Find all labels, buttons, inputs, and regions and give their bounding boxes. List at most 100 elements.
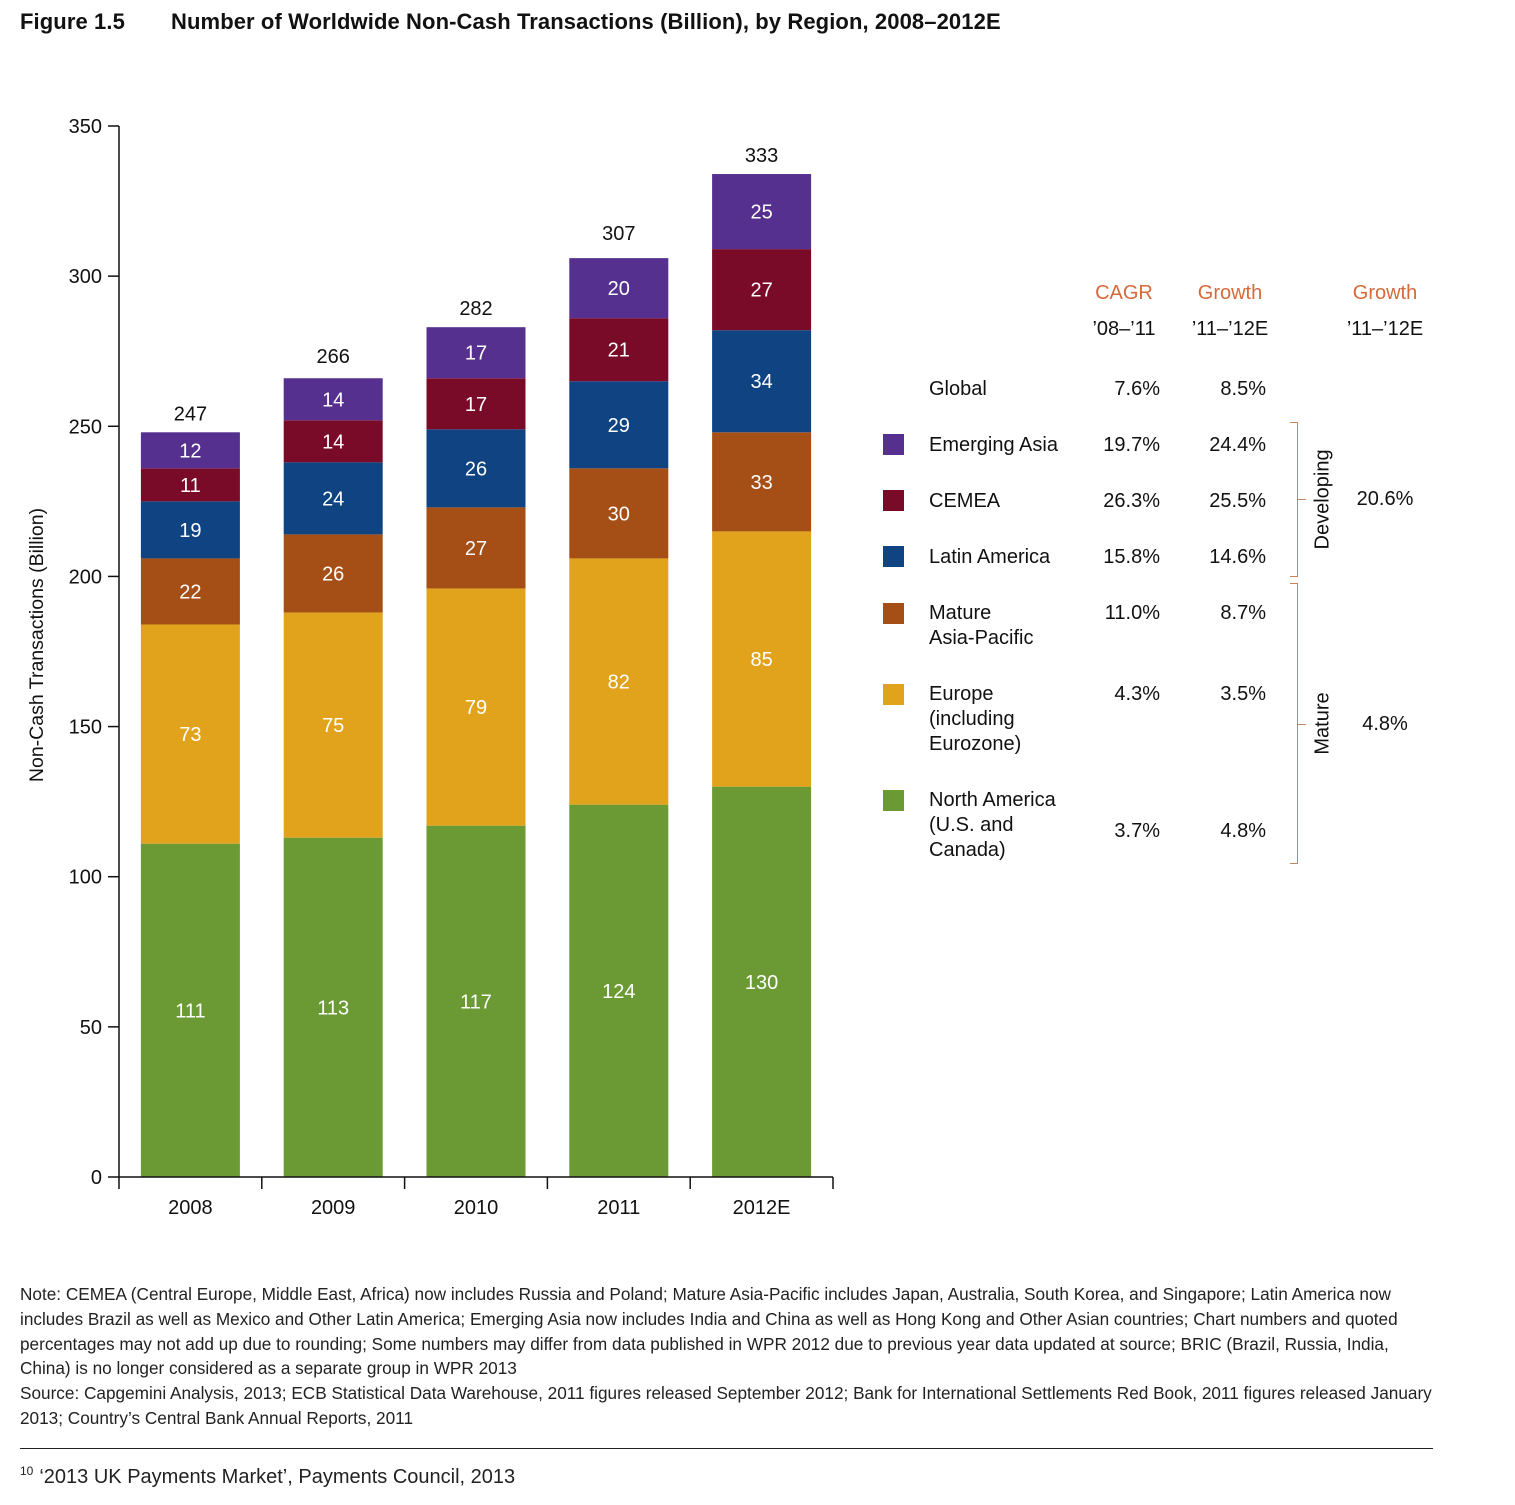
- segment-value-label: 26: [322, 563, 344, 585]
- developing-group-label: Developing: [1311, 449, 1334, 550]
- total-value-label: 333: [745, 145, 778, 167]
- bar-segment: [569, 558, 669, 805]
- group-growth-period: ’11–’12E: [1346, 318, 1424, 340]
- segment-value-label: 117: [460, 991, 492, 1013]
- segment-value-label: 22: [179, 581, 201, 603]
- cagr-value: 3.7%: [1114, 820, 1160, 842]
- cagr-value: 11.0%: [1104, 602, 1160, 624]
- y-axis-label: Non-Cash Transactions (Billion): [26, 508, 48, 782]
- total-value-label: 247: [174, 403, 207, 425]
- figure-title-text: Number of Worldwide Non-Cash Transaction…: [171, 9, 1001, 34]
- mature-bracket: [1290, 583, 1298, 864]
- bar-segment: [426, 378, 526, 430]
- mature-group-label: Mature: [1311, 692, 1334, 755]
- x-tick-label: 2008: [168, 1197, 213, 1219]
- source-text: Source: Capgemini Analysis, 2013; ECB St…: [20, 1383, 1432, 1428]
- segment-value-label: 11: [180, 475, 201, 497]
- bar-segment: [712, 330, 812, 433]
- bar-segment: [283, 420, 383, 463]
- footnote: 10 ‘2013 UK Payments Market’, Payments Co…: [20, 1464, 515, 1489]
- figure-title: Figure 1.5 Number of Worldwide Non-Cash T…: [20, 9, 1001, 35]
- legend-swatch: [883, 546, 904, 567]
- legend-label: CEMEA: [929, 490, 1001, 512]
- footnote-text: ‘2013 UK Payments Market’, Payments Coun…: [39, 1466, 516, 1488]
- axes-group: 2008 2009 2010 2011 2012E0501001502002503003…: [69, 116, 834, 1219]
- legend-swatch: [883, 490, 904, 511]
- legend-label: Latin America: [929, 546, 1051, 568]
- total-value-label: 266: [317, 346, 350, 368]
- legend-swatch: [883, 684, 904, 705]
- global-growth: 8.5%: [1220, 378, 1266, 400]
- segment-value-label: 124: [602, 981, 635, 1003]
- legend-swatch: [883, 603, 904, 624]
- total-value-label: 282: [459, 298, 492, 320]
- bar-segment: [140, 432, 240, 469]
- segment-value-label: 17: [465, 394, 487, 416]
- segment-value-label: 113: [317, 997, 349, 1019]
- global-cagr: 7.6%: [1114, 378, 1160, 400]
- segment-value-label: 130: [745, 972, 778, 994]
- bar-segment: [140, 624, 240, 844]
- global-label: Global: [929, 378, 987, 400]
- legend-swatch: [883, 790, 904, 811]
- legend-swatch: [883, 434, 904, 455]
- figure-number: Figure 1.5: [20, 9, 125, 34]
- cagr-value: 4.3%: [1114, 683, 1160, 705]
- y-tick-label: 50: [80, 1017, 102, 1039]
- growth-value: 14.6%: [1209, 546, 1266, 568]
- total-value-label: 307: [602, 223, 635, 245]
- bar-segment: [569, 468, 669, 559]
- cagr-value: 26.3%: [1103, 490, 1160, 512]
- bar-segment: [140, 501, 240, 559]
- developing-group-growth: 20.6%: [1356, 488, 1414, 510]
- cagr-header: CAGR: [1095, 282, 1153, 304]
- bar-segment: [426, 588, 526, 826]
- segment-value-label: 29: [608, 415, 630, 437]
- mature-group-growth: 4.8%: [1362, 713, 1408, 735]
- footnote-marker: 10: [20, 1464, 34, 1478]
- segment-value-label: 19: [179, 520, 201, 542]
- growth-period: ’11–’12E: [1191, 318, 1269, 340]
- bar-segment: [426, 429, 526, 508]
- segment-value-label: 14: [322, 389, 344, 411]
- segment-value-label: 20: [608, 278, 630, 300]
- growth-value: 24.4%: [1209, 434, 1266, 456]
- bars-group: 111 73 22 19 11 12 247 113 75 26 24 14 14 266 117 79 27 2…: [140, 145, 812, 1177]
- y-tick-label: 150: [69, 717, 102, 739]
- legend-label: Europe (including Eurozone): [929, 683, 1022, 755]
- y-tick-label: 200: [69, 566, 102, 588]
- segment-value-label: 33: [750, 472, 772, 494]
- bar-segment: [283, 837, 383, 1177]
- x-tick-label: 2012E: [733, 1197, 791, 1219]
- bar-segment: [140, 468, 240, 502]
- notes-block: Note: CEMEA (Central Europe, Middle East…: [20, 1282, 1440, 1431]
- cagr-value: 15.8%: [1103, 546, 1160, 568]
- segment-value-label: 21: [608, 340, 630, 362]
- cagr-value: 19.7%: [1103, 434, 1160, 456]
- bar-segment: [712, 531, 812, 787]
- bar-segment: [426, 507, 526, 589]
- bar-segment: [283, 612, 383, 838]
- x-tick-label: 2009: [311, 1197, 356, 1219]
- segment-value-label: 73: [179, 724, 201, 746]
- bar-segment: [140, 558, 240, 625]
- bar-segment: [283, 534, 383, 613]
- segment-value-label: 24: [322, 488, 344, 510]
- segment-value-label: 14: [322, 431, 344, 453]
- bar-segment: [283, 462, 383, 535]
- segment-value-label: 27: [750, 280, 772, 302]
- bar-segment: [283, 378, 383, 421]
- segment-value-label: 79: [465, 697, 487, 719]
- growth-value: 3.5%: [1220, 683, 1266, 705]
- bar-segment: [712, 174, 812, 250]
- footnote-divider: [20, 1448, 1433, 1449]
- segment-value-label: 17: [465, 343, 487, 365]
- bar-segment: [712, 786, 812, 1177]
- y-tick-label: 250: [69, 416, 102, 438]
- segment-value-label: 25: [750, 202, 772, 224]
- segment-value-label: 26: [465, 458, 487, 480]
- growth-value: 4.8%: [1220, 820, 1266, 842]
- cagr-period: ’08–’11: [1092, 318, 1156, 340]
- note-text: Note: CEMEA (Central Europe, Middle East…: [20, 1284, 1398, 1379]
- segment-value-label: 82: [608, 672, 630, 694]
